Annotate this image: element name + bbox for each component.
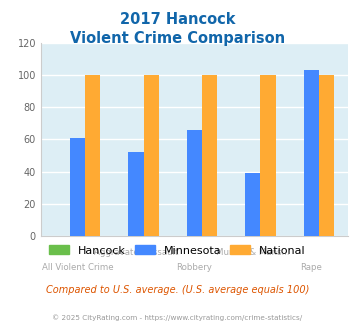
Bar	[304, 70, 319, 236]
Text: Rape: Rape	[300, 263, 322, 272]
Bar	[245, 173, 260, 236]
Bar	[129, 152, 143, 236]
Text: All Violent Crime: All Violent Crime	[42, 263, 113, 272]
Bar	[187, 130, 202, 236]
Legend: Hancock, Minnesota, National: Hancock, Minnesota, National	[45, 241, 310, 260]
Text: 2017 Hancock: 2017 Hancock	[120, 12, 235, 26]
Text: Robbery: Robbery	[176, 263, 212, 272]
Text: © 2025 CityRating.com - https://www.cityrating.com/crime-statistics/: © 2025 CityRating.com - https://www.city…	[53, 314, 302, 321]
Text: Aggravated Assault: Aggravated Assault	[94, 248, 178, 256]
Bar	[143, 75, 159, 236]
Text: Violent Crime Comparison: Violent Crime Comparison	[70, 31, 285, 46]
Text: Murder & Mans...: Murder & Mans...	[216, 248, 290, 256]
Bar	[260, 75, 275, 236]
Text: Compared to U.S. average. (U.S. average equals 100): Compared to U.S. average. (U.S. average …	[46, 285, 309, 295]
Bar	[202, 75, 217, 236]
Bar	[85, 75, 100, 236]
Bar	[70, 138, 85, 236]
Bar	[319, 75, 334, 236]
